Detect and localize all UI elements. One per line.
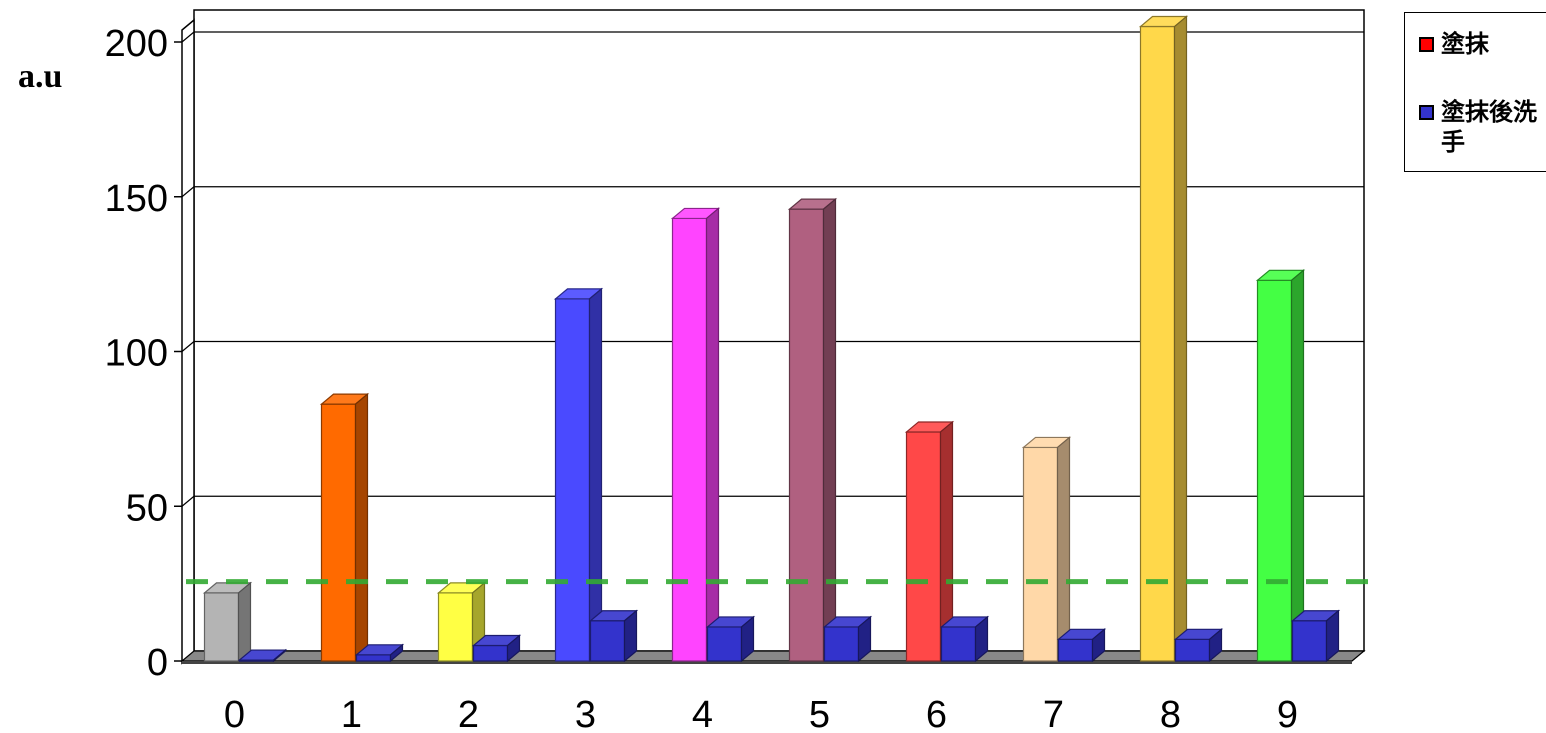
x-tick-label-1: 1 — [341, 694, 362, 733]
bar-series2-1 — [354, 643, 405, 663]
bar-series1-8-front — [1139, 25, 1176, 662]
bar-series1-7 — [1021, 436, 1072, 663]
bar-series2-3-front — [589, 620, 626, 662]
bar-series1-7-front — [1022, 446, 1059, 662]
y-tick-labels: 0 50 100 150 200 — [105, 23, 168, 684]
bar-series1-0-side — [237, 581, 252, 663]
bar-series1-1-front — [320, 403, 357, 662]
plot-side-wall — [181, 18, 195, 665]
bar-series1-2 — [436, 581, 487, 663]
bar-series2-6 — [939, 615, 990, 663]
bar-series1-5-side — [822, 197, 837, 663]
legend-item-series-2: 塗抹後洗手 — [1419, 97, 1541, 157]
bar-series1-0-front — [203, 592, 240, 662]
bar-series2-8-side — [1208, 628, 1223, 663]
bar-series1-4 — [670, 207, 721, 663]
bar-series2-7-side — [1091, 628, 1106, 663]
bars — [202, 15, 1341, 663]
bar-series2-8-front — [1174, 638, 1211, 662]
bar-series1-9-side — [1290, 269, 1305, 663]
bar-series2-7-front — [1057, 638, 1094, 662]
legend-item-series-1: 塗抹 — [1419, 29, 1541, 59]
bar-series1-0 — [202, 581, 253, 663]
plot-back-wall — [193, 9, 1365, 652]
bar-series2-3 — [588, 609, 639, 663]
legend-swatch-series-2 — [1419, 105, 1434, 120]
gridline-depth-100 — [181, 341, 195, 352]
bar-series2-7 — [1056, 628, 1107, 663]
gridline-depth-200 — [181, 31, 195, 43]
y-tick-label-150: 150 — [105, 178, 168, 220]
bar-series2-9 — [1290, 609, 1341, 663]
bar-series1-8-side — [1173, 15, 1188, 663]
bar-series2-9-side — [1325, 609, 1340, 663]
y-tick-label-100: 100 — [105, 333, 168, 375]
legend-swatch-series-1 — [1419, 37, 1434, 52]
bar-series2-1-side — [389, 643, 404, 663]
x-tick-label-6: 6 — [926, 694, 947, 733]
bar-series2-2-front — [472, 644, 509, 662]
bar-series1-3 — [553, 287, 604, 663]
bar-series1-1-side — [354, 392, 369, 663]
bar-series1-4-front — [671, 217, 708, 662]
legend: 塗抹 塗抹後洗手 — [1404, 12, 1546, 172]
bar-series2-2 — [471, 634, 522, 663]
bar-series2-0 — [237, 648, 288, 663]
bar-series1-5 — [787, 197, 838, 663]
bar-series2-5-side — [857, 615, 872, 663]
bar-series2-9-front — [1291, 620, 1328, 662]
floor-edge — [182, 661, 1352, 664]
bar-series2-2-side — [506, 634, 521, 663]
bar-series1-4-side — [705, 207, 720, 663]
bar-series2-3-side — [623, 609, 638, 663]
y-tick-label-50: 50 — [126, 487, 168, 529]
gridline-depth-50 — [181, 495, 195, 507]
bar-series1-3-side — [588, 287, 603, 663]
x-tick-label-8: 8 — [1160, 694, 1181, 733]
bar-series2-5 — [822, 615, 873, 663]
bar-series1-9 — [1255, 269, 1306, 663]
x-tick-label-7: 7 — [1043, 694, 1064, 733]
bar-series1-6 — [904, 420, 955, 663]
y-tick-label-0: 0 — [147, 642, 168, 684]
x-tick-label-2: 2 — [458, 694, 479, 733]
bar-series1-1 — [319, 392, 370, 663]
bar-series2-4-front — [706, 626, 743, 662]
bar-series2-4 — [705, 615, 756, 663]
bar-series1-2-front — [437, 592, 474, 662]
bar-series1-3-front — [554, 298, 591, 662]
y-tick-label-200: 200 — [105, 23, 168, 65]
legend-label-series-1: 塗抹 — [1441, 30, 1489, 58]
x-tick-labels: 0 1 2 3 4 5 6 7 8 9 — [224, 694, 1298, 733]
x-tick-label-5: 5 — [809, 694, 830, 733]
bar-series2-0-side — [272, 648, 287, 663]
x-tick-label-9: 9 — [1277, 694, 1298, 733]
bar-series2-6-front — [940, 626, 977, 662]
x-tick-label-0: 0 — [224, 694, 245, 733]
bar-series1-6-front — [905, 431, 942, 662]
bar-series2-5-front — [823, 626, 860, 662]
bar-series1-8 — [1138, 15, 1189, 663]
bar-series1-9-front — [1256, 279, 1293, 662]
x-tick-label-4: 4 — [692, 694, 713, 733]
bar-series2-4-side — [740, 615, 755, 663]
bar-series2-8 — [1173, 628, 1224, 663]
legend-label-series-2: 塗抹後洗手 — [1441, 98, 1537, 156]
bar-series2-1-front — [355, 654, 392, 662]
bar-series2-6-side — [974, 615, 989, 663]
bar-series1-5-front — [788, 208, 825, 662]
x-tick-label-3: 3 — [575, 694, 596, 733]
gridline-depth-150 — [181, 186, 195, 198]
y-axis-label: a.u — [18, 58, 63, 95]
bar-series1-7-side — [1056, 436, 1071, 663]
